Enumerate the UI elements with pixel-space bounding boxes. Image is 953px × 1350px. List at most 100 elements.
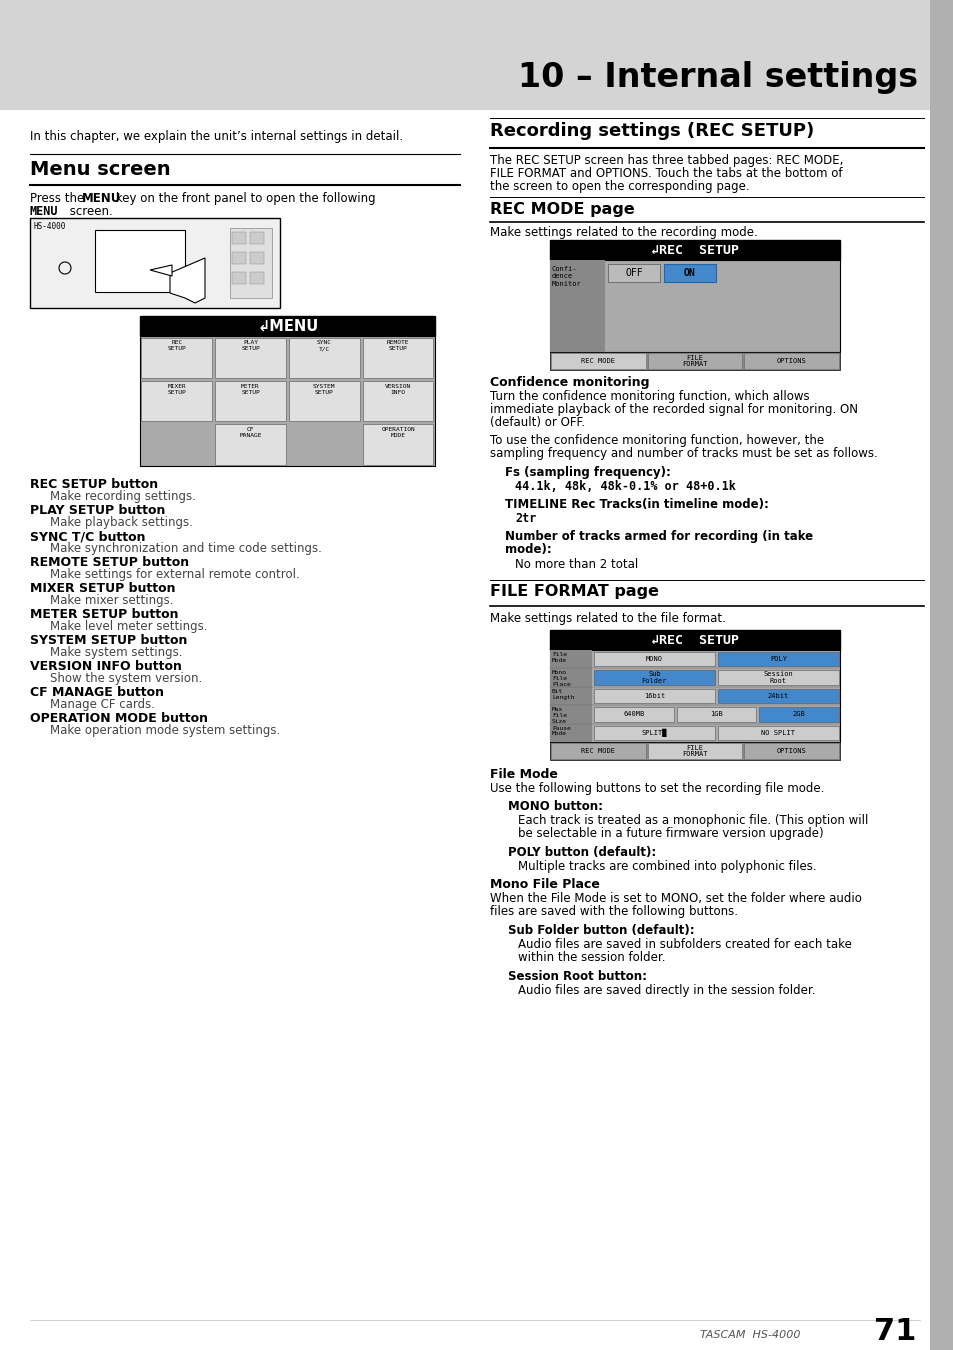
Text: NO SPLIT: NO SPLIT <box>760 730 795 736</box>
Text: ON: ON <box>683 269 695 278</box>
Text: Use the following buttons to set the recording file mode.: Use the following buttons to set the rec… <box>490 782 823 795</box>
Text: SPLIT█: SPLIT█ <box>641 729 666 737</box>
Text: SYNC
T/C: SYNC T/C <box>316 340 332 351</box>
Text: be selectable in a future firmware version upgrade): be selectable in a future firmware versi… <box>517 828 822 840</box>
Text: 640MB: 640MB <box>622 711 644 717</box>
Text: FILE
FORMAT: FILE FORMAT <box>681 355 707 367</box>
Text: Sub Folder button (default):: Sub Folder button (default): <box>507 923 694 937</box>
Bar <box>594 725 714 740</box>
Bar <box>551 743 645 759</box>
Text: PLAY SETUP button: PLAY SETUP button <box>30 504 165 517</box>
Bar <box>95 230 185 292</box>
Text: the screen to open the corresponding page.: the screen to open the corresponding pag… <box>490 180 749 193</box>
Text: 1GB: 1GB <box>709 711 722 717</box>
Text: MENU: MENU <box>82 192 121 205</box>
Text: Number of tracks armed for recording (in take: Number of tracks armed for recording (in… <box>504 531 812 543</box>
Text: REC MODE: REC MODE <box>580 358 615 364</box>
Text: 16bit: 16bit <box>643 693 664 699</box>
Text: POLY button (default):: POLY button (default): <box>507 846 656 859</box>
Bar <box>215 424 286 464</box>
Bar <box>362 381 433 421</box>
Text: Make recording settings.: Make recording settings. <box>50 490 195 504</box>
Bar <box>718 688 838 703</box>
Text: OPERATION MODE button: OPERATION MODE button <box>30 711 208 725</box>
Bar <box>550 240 840 261</box>
Bar <box>550 649 592 668</box>
Bar <box>663 265 716 282</box>
Text: Session
Root: Session Root <box>762 671 793 684</box>
Text: MIXER SETUP button: MIXER SETUP button <box>30 582 175 595</box>
Text: SYNC T/C button: SYNC T/C button <box>30 531 146 543</box>
Bar <box>594 707 673 722</box>
Text: To use the confidence monitoring function, however, the: To use the confidence monitoring functio… <box>490 433 823 447</box>
Text: In this chapter, we explain the unit’s internal settings in detail.: In this chapter, we explain the unit’s i… <box>30 130 403 143</box>
Bar <box>250 271 264 284</box>
Text: Fs (sampling frequency):: Fs (sampling frequency): <box>504 466 670 479</box>
Text: TIMELINE Rec Tracks(in timeline mode):: TIMELINE Rec Tracks(in timeline mode): <box>504 498 768 512</box>
Text: within the session folder.: within the session folder. <box>517 950 665 964</box>
Text: FILE FORMAT page: FILE FORMAT page <box>490 585 659 599</box>
Text: Turn the confidence monitoring function, which allows: Turn the confidence monitoring function,… <box>490 390 809 404</box>
Text: POLY: POLY <box>769 656 786 663</box>
Bar <box>550 668 592 687</box>
Bar <box>250 252 264 265</box>
Text: Manage CF cards.: Manage CF cards. <box>50 698 154 711</box>
Bar <box>232 271 246 284</box>
Text: 24bit: 24bit <box>767 693 788 699</box>
Text: Each track is treated as a monophonic file. (This option will: Each track is treated as a monophonic fi… <box>517 814 867 828</box>
Text: Make synchronization and time code settings.: Make synchronization and time code setti… <box>50 541 321 555</box>
Text: Make system settings.: Make system settings. <box>50 647 182 659</box>
Bar <box>759 707 838 722</box>
Text: SYSTEM SETUP button: SYSTEM SETUP button <box>30 634 187 647</box>
Bar <box>140 316 435 336</box>
Text: REC SETUP button: REC SETUP button <box>30 478 158 491</box>
Bar <box>718 652 838 667</box>
Bar <box>551 352 645 369</box>
Text: 10 – Internal settings: 10 – Internal settings <box>517 62 917 95</box>
Bar <box>929 0 953 1350</box>
Text: Menu screen: Menu screen <box>30 161 171 180</box>
Text: files are saved with the following buttons.: files are saved with the following butto… <box>490 904 738 918</box>
Text: Confi-
dence
Monitor: Confi- dence Monitor <box>552 266 581 288</box>
Text: MENU: MENU <box>30 205 58 217</box>
Bar <box>215 338 286 378</box>
Text: MIXER
SETUP: MIXER SETUP <box>168 383 186 394</box>
Bar <box>550 630 840 649</box>
Bar <box>647 743 741 759</box>
Bar <box>550 724 592 742</box>
Text: METER SETUP button: METER SETUP button <box>30 608 178 621</box>
Text: MONO: MONO <box>645 656 662 663</box>
Text: Make settings related to the recording mode.: Make settings related to the recording m… <box>490 225 757 239</box>
Bar <box>550 261 840 352</box>
Text: HS-4000: HS-4000 <box>34 221 67 231</box>
Bar <box>676 707 756 722</box>
Bar <box>140 336 435 466</box>
Bar <box>718 671 838 684</box>
Text: ↲MENU: ↲MENU <box>257 319 318 333</box>
Text: CF
MANAGE: CF MANAGE <box>239 427 262 437</box>
Text: Multiple tracks are combined into polyphonic files.: Multiple tracks are combined into polyph… <box>517 860 816 873</box>
Text: Make mixer settings.: Make mixer settings. <box>50 594 173 608</box>
Bar <box>594 671 714 684</box>
Bar <box>594 688 714 703</box>
Text: ↲REC  SETUP: ↲REC SETUP <box>650 633 739 647</box>
Text: (default) or OFF.: (default) or OFF. <box>490 416 584 429</box>
Text: PLAY
SETUP: PLAY SETUP <box>241 340 260 351</box>
Text: The REC SETUP screen has three tabbed pages: REC MODE,: The REC SETUP screen has three tabbed pa… <box>490 154 842 167</box>
Text: TASCAM  HS-4000: TASCAM HS-4000 <box>700 1330 800 1341</box>
Bar <box>232 232 246 244</box>
Text: FILE
FORMAT: FILE FORMAT <box>681 744 707 757</box>
Text: FILE FORMAT and OPTIONS. Touch the tabs at the bottom of: FILE FORMAT and OPTIONS. Touch the tabs … <box>490 167 841 180</box>
Text: Session Root button:: Session Root button: <box>507 971 646 983</box>
Text: Make operation mode system settings.: Make operation mode system settings. <box>50 724 280 737</box>
Bar <box>232 252 246 265</box>
Text: Show the system version.: Show the system version. <box>50 672 202 684</box>
Bar <box>289 381 359 421</box>
Bar <box>362 424 433 464</box>
Bar <box>30 217 280 308</box>
Text: 71: 71 <box>873 1318 915 1346</box>
Text: OPTIONS: OPTIONS <box>776 358 805 364</box>
Polygon shape <box>150 265 172 275</box>
Text: screen.: screen. <box>66 205 112 217</box>
Text: CF MANAGE button: CF MANAGE button <box>30 686 164 699</box>
